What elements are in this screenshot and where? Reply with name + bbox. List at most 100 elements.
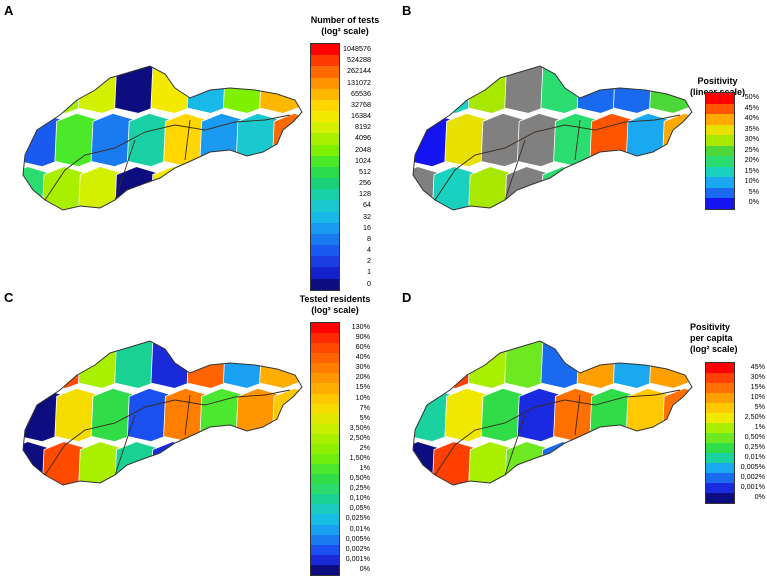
legend-swatch [311,99,339,112]
legend-swatch [311,77,339,89]
district-region [223,166,270,210]
legend-tick-label: 0,50% [349,473,370,483]
district-region [540,166,587,210]
legend-title-line3: (log² scale) [690,344,738,354]
legend-swatch [311,256,339,268]
district-region [259,166,302,210]
legend-swatch [311,144,339,156]
legend-tick-label: 0,025% [345,513,370,523]
panel-label-c: C [4,290,14,305]
region-boundary [44,389,291,476]
legend-tick-label: 2,50% [349,432,370,442]
legend-swatch [311,155,339,167]
legend-tick-label: 0% [754,492,765,501]
legend-swatch [706,443,734,453]
legend-title-line2: (log² scale) [321,26,369,36]
legend-colorbar-c [310,322,340,576]
legend-swatch [311,524,339,535]
legend-swatch [311,534,339,545]
district-region [23,341,52,389]
country-border [412,340,693,486]
legend-tick-label: 20% [744,155,759,165]
legend-swatch [311,333,339,344]
legend-swatch [311,178,339,190]
country-border [22,340,303,486]
legend-swatch [311,122,339,134]
legend-swatch [706,393,734,403]
legend-swatch [706,373,734,383]
country-border [22,65,303,211]
region-boundary [44,114,291,201]
district-region [613,441,660,485]
legend-tick-label: 0,005% [740,462,765,471]
legend-swatch [706,93,734,104]
legend-tick-label: 2,50% [744,412,765,421]
legend-swatch [706,363,734,373]
legend-swatch [311,44,339,56]
legend-tick-label: 45% [744,102,759,112]
legend-swatch [706,423,734,433]
legend-tick-label: 32 [363,211,371,221]
district-region [576,166,623,210]
district-region [150,441,197,485]
legend-tick-label: 30% [744,134,759,144]
legend-tick-label: 20% [355,372,370,382]
legend-title-a: Number of tests (log² scale) [295,15,395,37]
legend-swatch [311,233,339,246]
legend-tick-label: 5% [359,412,370,422]
map-c [22,340,303,486]
legend-ticks-a: 1048576 524288 262144 131072 65536 32768 16384… [341,43,371,289]
legend-swatch [706,135,734,146]
legend-swatch [706,124,734,136]
legend-tick-label: 128 [359,189,371,199]
legend-tick-label: 10% [750,392,765,401]
legend-tick-label: 0% [748,197,759,207]
legend-swatch [311,200,339,212]
legend-swatch [706,413,734,423]
legend-title-c: Tested residents (log² scale) [290,294,380,316]
legend-tick-label: 16 [363,222,371,232]
legend-swatch [311,66,339,78]
legend-colorbar-a [310,43,340,291]
legend-swatch [311,454,339,465]
panel-a: A Number of tests (log² scale) 1048576 52… [0,0,380,291]
legend-swatch [311,166,339,179]
legend-swatch [311,403,339,414]
legend-tick-label: 90% [355,332,370,342]
legend-tick-label: 15% [744,165,759,175]
legend-tick-label: 40% [355,352,370,362]
district-region [23,66,52,114]
legend-tick-label: 0,05% [349,503,370,513]
legend-tick-label: 0,002% [345,543,370,553]
legend-tick-label: 130% [351,322,370,331]
legend-swatch [311,544,339,555]
legend-swatch [706,483,734,493]
legend-tick-label: 30% [355,362,370,372]
legend-swatch [311,514,339,525]
legend-tick-label: 16384 [351,111,371,121]
panel-d: D Positivity per capita (log² scale) 45%… [390,290,767,575]
legend-tick-label: 3,50% [349,422,370,432]
legend-swatch [311,222,339,234]
legend-tick-label: 45% [750,362,765,371]
legend-swatch [311,55,339,67]
legend-tick-label: 0,01% [349,523,370,533]
district-region [649,441,692,485]
legend-tick-label: 0,001% [740,482,765,491]
district-region [150,166,197,210]
legend-ticks-d: 45% 30% 15% 10% 5% 2,50% 1% 0,50% 0,25% 0,01% 0,00… [735,362,765,502]
legend-swatch [311,88,339,100]
legend-swatch [311,211,339,223]
legend-tick-label: 131072 [347,77,371,87]
legend-swatch [706,177,734,188]
legend-tick-label: 25% [744,144,759,154]
district-region [576,441,623,485]
legend-tick-label: 1% [359,463,370,473]
legend-tick-label: 524288 [347,55,371,65]
map-d [412,340,693,486]
legend-title-line1: Tested residents [299,294,371,304]
legend-tick-label: 40% [744,113,759,123]
legend-swatch [311,474,339,485]
panel-label-a: A [4,3,14,18]
legend-tick-label: 0 [367,278,371,288]
